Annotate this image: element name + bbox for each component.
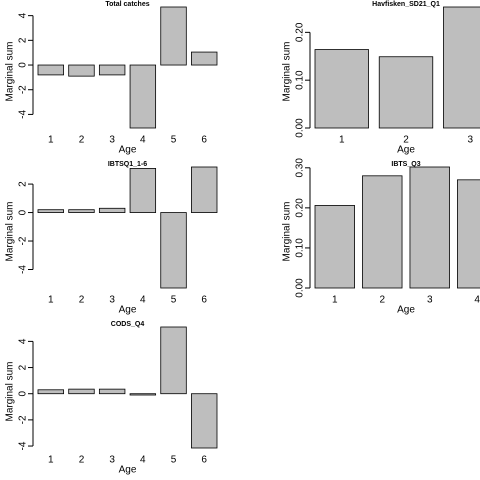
bar [160,212,187,289]
x-tick-label: 2 [403,135,409,146]
x-tick-label: 4 [140,455,146,466]
y-tick-label: 2 [18,37,29,43]
title: CODS_Q4 [111,321,145,328]
bar [37,389,64,395]
y-tick-label: 0.30 [295,158,306,178]
bar [378,56,434,129]
bar [457,179,480,289]
bar [129,64,157,129]
x-tick-label: 6 [201,135,207,146]
y-tick-label: 0 [18,390,29,396]
x-tick-label: 1 [48,135,54,146]
y-tick-label: 4 [18,12,29,18]
x-tick-label: 4 [140,295,146,306]
bar [314,205,355,289]
y-tick-label: 0.10 [295,70,306,90]
x-tick-label: 2 [79,295,85,306]
bar [98,388,126,395]
bar [191,393,218,449]
title: IBTSQ1_1-6 [108,161,147,168]
x-axis-label: Age [397,145,415,156]
bar [98,64,126,76]
x-tick-label: 1 [339,135,345,146]
y-tick-label: 0 [18,209,29,215]
x-tick-label: 1 [48,455,54,466]
x-tick-label: 1 [48,295,54,306]
y-tick-label: 0.00 [295,118,306,138]
x-tick-label: 3 [109,135,115,146]
bar [68,388,95,395]
title: Havfisken_SD21_Q1 [372,1,440,8]
y-tick-label: 0.10 [295,238,306,258]
bar [68,64,95,77]
x-tick-label: 1 [332,295,338,306]
y-tick-label: -2 [18,85,29,94]
bar [98,207,126,213]
bar [37,64,64,76]
x-axis-label: Age [119,305,137,316]
x-tick-label: 2 [79,135,85,146]
x-tick-label: 4 [140,135,146,146]
y-axis-label: Marginal sum [282,41,293,101]
y-tick-label: 0.20 [295,198,306,218]
y-tick-label: 2 [18,181,29,187]
x-tick-label: 6 [201,295,207,306]
y-axis-label: Marginal sum [5,201,16,261]
y-tick-label: -4 [18,110,29,119]
bar [191,166,218,213]
y-tick-label: 4 [18,338,29,344]
title: IBTS_Q3 [391,161,420,168]
bar [129,393,157,396]
x-tick-label: 5 [171,135,177,146]
x-tick-label: 2 [379,295,385,306]
y-axis-label: Marginal sum [5,361,16,421]
y-tick-label: 0.20 [295,22,306,42]
x-tick-label: 5 [171,455,177,466]
x-axis-label: Age [119,465,137,476]
x-tick-label: 3 [109,295,115,306]
x-axis-label: Age [119,145,137,156]
y-tick-label: -4 [18,441,29,450]
y-tick-label: 2 [18,364,29,370]
bar [68,209,95,213]
x-tick-label: 3 [109,455,115,466]
y-tick-label: 0 [18,62,29,68]
y-tick-label: -4 [18,265,29,274]
y-axis-label: Marginal sum [282,201,293,261]
x-tick-label: 3 [467,135,473,146]
x-tick-label: 3 [427,295,433,306]
y-axis-label: Marginal sum [5,41,16,101]
x-axis-label: Age [397,305,415,316]
bar [362,175,403,289]
bar [129,168,157,213]
bar [314,49,369,129]
x-tick-label: 6 [201,455,207,466]
bar [160,6,187,66]
title: Total catches [105,1,149,8]
y-tick-label: -2 [18,236,29,245]
bar [160,326,187,395]
bar [409,166,450,289]
y-tick-label: 0.00 [295,278,306,298]
x-tick-label: 2 [79,455,85,466]
bar [443,6,480,129]
x-tick-label: 5 [171,295,177,306]
bar [37,209,64,213]
x-tick-label: 4 [474,295,480,306]
y-tick-label: -2 [18,415,29,424]
bar [191,51,218,66]
